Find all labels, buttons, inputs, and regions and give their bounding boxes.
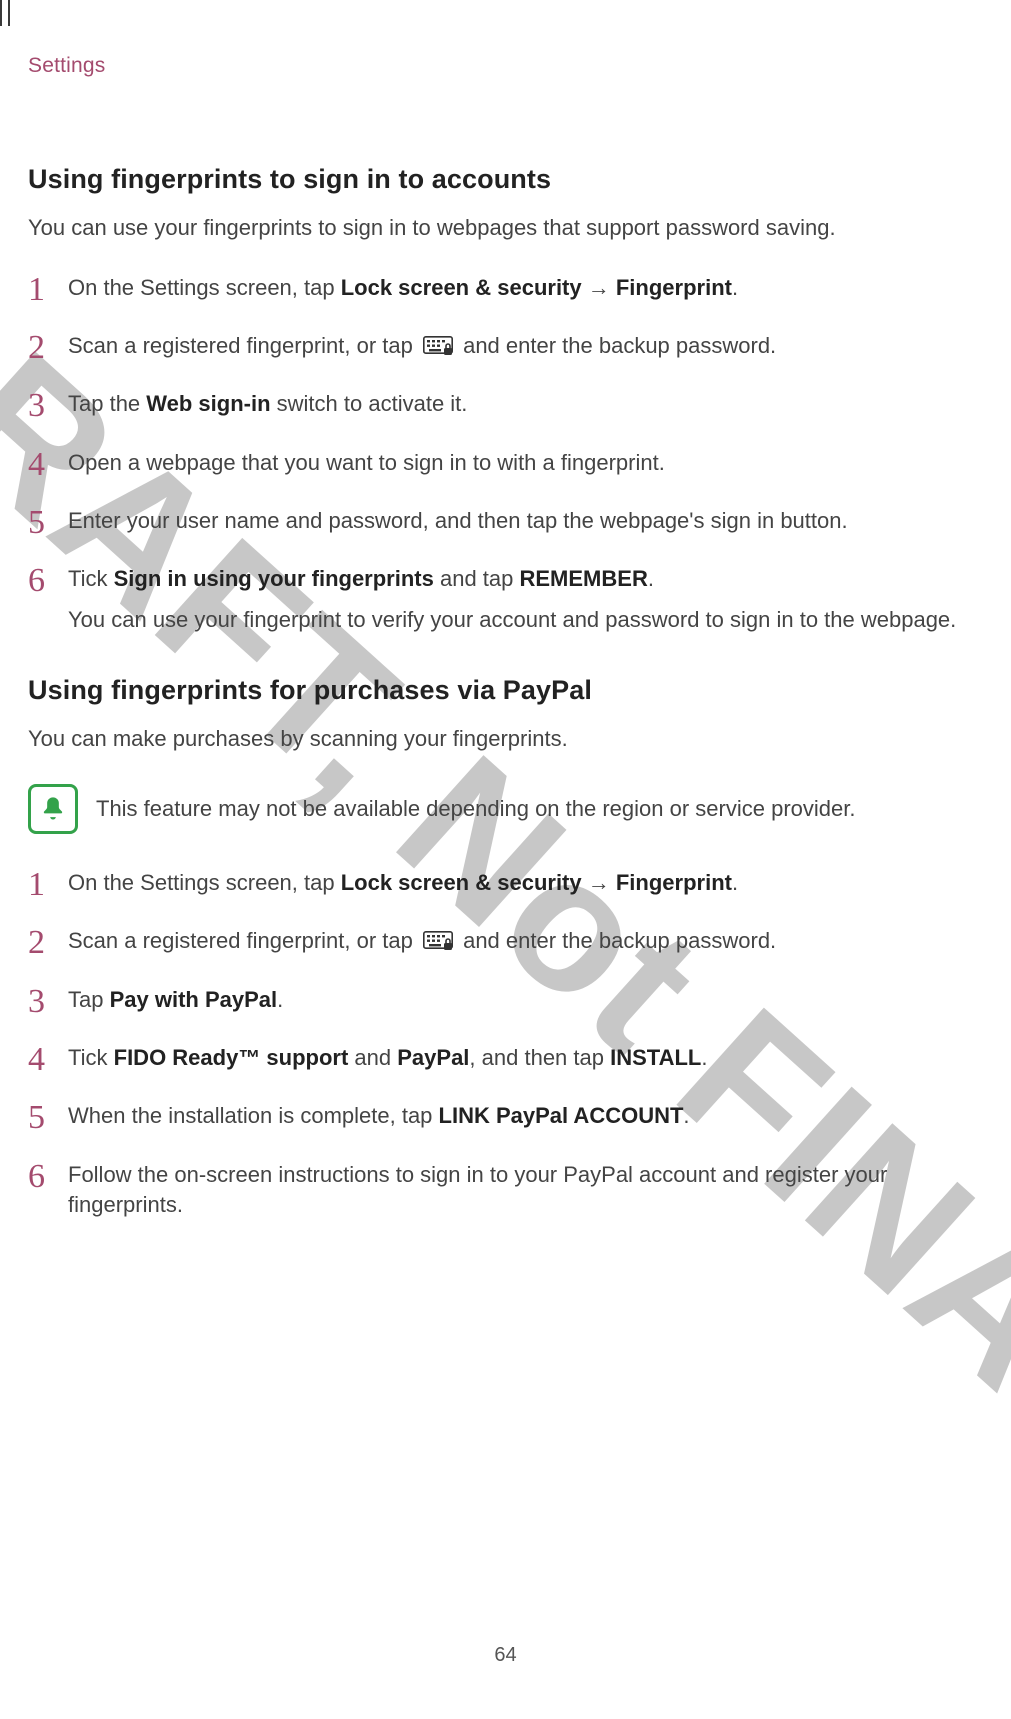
step: Scan a registered fingerprint, or tap an…	[28, 926, 983, 956]
bold: Fingerprint	[616, 275, 732, 300]
step: Tap Pay with PayPal.	[28, 985, 983, 1015]
step-text: Tick	[68, 1045, 114, 1070]
step-text: .	[701, 1045, 707, 1070]
bold: FIDO Ready™ support	[114, 1045, 349, 1070]
step-text: Scan a registered fingerprint, or tap	[68, 333, 419, 358]
step: On the Settings screen, tap Lock screen …	[28, 868, 983, 898]
page-content: Settings Using fingerprints to sign in t…	[28, 54, 983, 1220]
step: On the Settings screen, tap Lock screen …	[28, 273, 983, 303]
step-text: and enter the backup password.	[457, 333, 776, 358]
steps-list: On the Settings screen, tap Lock screen …	[28, 868, 983, 1221]
step-text: .	[648, 566, 654, 591]
bold: Pay with PayPal	[110, 987, 278, 1012]
step-text: Enter your user name and password, and t…	[68, 508, 848, 533]
step-text: .	[732, 275, 738, 300]
step-text: When the installation is complete, tap	[68, 1103, 439, 1128]
arrow: →	[582, 870, 616, 895]
step-text: switch to activate it.	[271, 391, 468, 416]
keyboard-lock-icon	[423, 931, 453, 951]
section-intro: You can use your fingerprints to sign in…	[28, 213, 983, 243]
step-text: Follow the on-screen instructions to sig…	[68, 1162, 887, 1217]
bold: Sign in using your fingerprints	[114, 566, 434, 591]
section-heading: Using fingerprints to sign in to account…	[28, 164, 983, 195]
step-text: On the Settings screen, tap	[68, 870, 341, 895]
step-text: Tick	[68, 566, 114, 591]
step-text: .	[277, 987, 283, 1012]
step: Open a webpage that you want to sign in …	[28, 448, 983, 478]
manual-page: DRAFT, Not FINAL Settings Using fingerpr…	[0, 0, 1011, 1719]
section-heading: Using fingerprints for purchases via Pay…	[28, 675, 983, 706]
step: Follow the on-screen instructions to sig…	[28, 1160, 983, 1221]
note-callout: This feature may not be available depend…	[28, 784, 983, 834]
bold: LINK PayPal ACCOUNT	[439, 1103, 684, 1128]
step: Tick Sign in using your fingerprints and…	[28, 564, 983, 635]
section-paypal: Using fingerprints for purchases via Pay…	[28, 675, 983, 1220]
bold: Web sign-in	[146, 391, 270, 416]
bell-icon	[28, 784, 78, 834]
step-sub: You can use your fingerprint to verify y…	[68, 605, 983, 635]
bold: Fingerprint	[616, 870, 732, 895]
step-text: Scan a registered fingerprint, or tap	[68, 928, 419, 953]
bold: INSTALL	[610, 1045, 701, 1070]
breadcrumb: Settings	[28, 54, 983, 78]
arrow: →	[582, 275, 616, 300]
step: Tick FIDO Ready™ support and PayPal, and…	[28, 1043, 983, 1073]
bold: PayPal	[397, 1045, 469, 1070]
step-text: .	[683, 1103, 689, 1128]
bold: REMEMBER	[520, 566, 648, 591]
step-text: and	[348, 1045, 397, 1070]
bold: Lock screen & security	[341, 870, 582, 895]
steps-list: On the Settings screen, tap Lock screen …	[28, 273, 983, 636]
step-text: and enter the backup password.	[457, 928, 776, 953]
step: Scan a registered fingerprint, or tap an…	[28, 331, 983, 361]
step-text: and tap	[434, 566, 520, 591]
note-text: This feature may not be available depend…	[96, 794, 855, 824]
section-signin: Using fingerprints to sign in to account…	[28, 164, 983, 635]
step-text: .	[732, 870, 738, 895]
step: Enter your user name and password, and t…	[28, 506, 983, 536]
step: Tap the Web sign-in switch to activate i…	[28, 389, 983, 419]
bold: Lock screen & security	[341, 275, 582, 300]
step-text: Open a webpage that you want to sign in …	[68, 450, 665, 475]
step-text: , and then tap	[469, 1045, 610, 1070]
page-number: 64	[0, 1644, 1011, 1667]
step: When the installation is complete, tap L…	[28, 1101, 983, 1131]
step-text: On the Settings screen, tap	[68, 275, 341, 300]
keyboard-lock-icon	[423, 336, 453, 356]
step-text: Tap	[68, 987, 110, 1012]
section-intro: You can make purchases by scanning your …	[28, 724, 983, 754]
step-text: Tap the	[68, 391, 146, 416]
